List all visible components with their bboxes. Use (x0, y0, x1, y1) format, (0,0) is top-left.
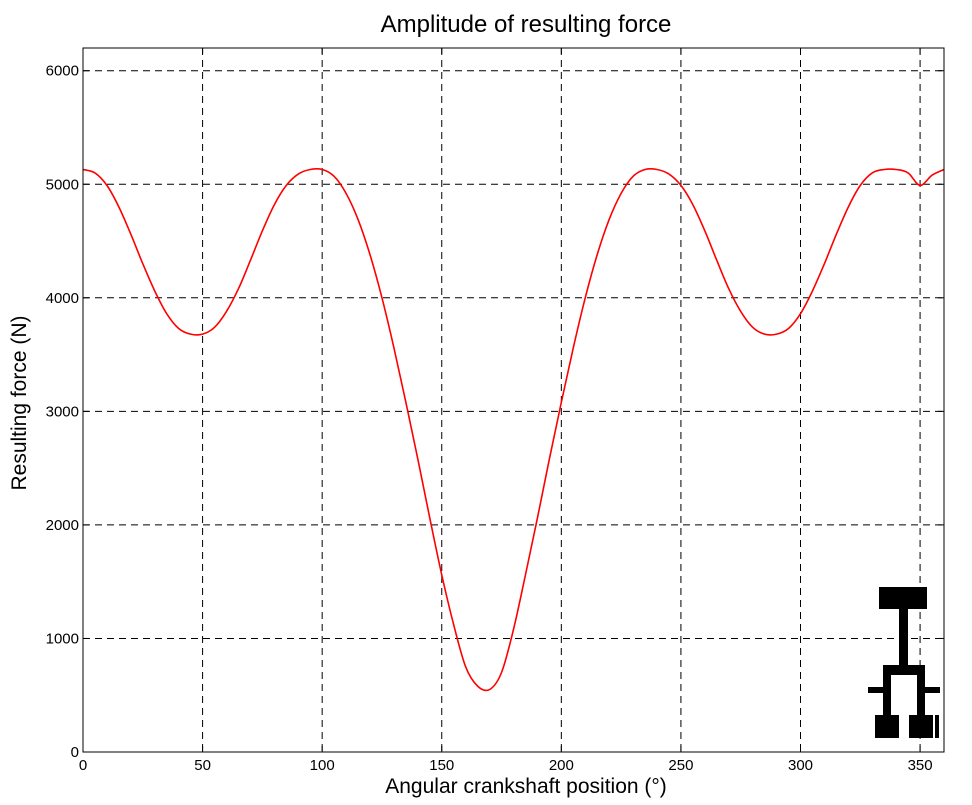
x-tick-label: 0 (79, 757, 87, 774)
x-tick-label: 200 (549, 757, 574, 774)
crankshaft-logo-icon (868, 587, 940, 738)
y-tick-label: 5000 (46, 176, 79, 193)
y-tick-label: 4000 (46, 290, 79, 307)
plot-area-frame (82, 47, 945, 753)
x-tick-label: 300 (788, 757, 813, 774)
force-series-line (82, 167, 945, 692)
y-tick-label: 6000 (46, 63, 79, 80)
x-axis-ticks: 0 50 100 150 200 250 300 350 (79, 48, 933, 774)
series-layer (82, 167, 945, 692)
x-tick-label: 150 (429, 757, 454, 774)
x-tick-label: 350 (908, 757, 933, 774)
chart-title: Amplitude of resulting force (381, 11, 672, 38)
y-tick-label: 1000 (46, 630, 79, 647)
y-tick-label: 0 (71, 744, 79, 761)
y-tick-label: 3000 (46, 403, 79, 420)
x-tick-label: 50 (194, 757, 211, 774)
y-axis-ticks: 0 1000 2000 3000 4000 5000 6000 (46, 63, 944, 761)
x-tick-label: 100 (310, 757, 335, 774)
y-tick-label: 2000 (46, 517, 79, 534)
x-axis-title: Angular crankshaft position (°) (385, 775, 667, 798)
y-axis-title: Resulting force (N) (8, 315, 31, 490)
x-tick-label: 250 (668, 757, 693, 774)
